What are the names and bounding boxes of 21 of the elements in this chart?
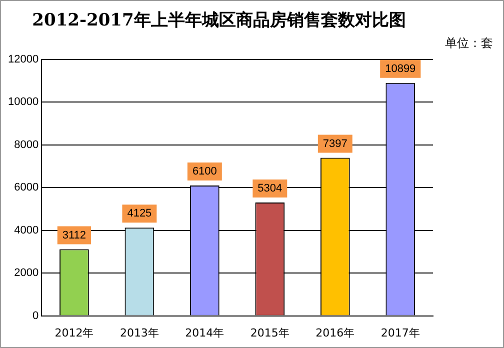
x-tick-label: 2012年 bbox=[54, 326, 94, 340]
x-tick-label: 2016年 bbox=[316, 326, 355, 340]
data-label: 4125 bbox=[127, 208, 152, 220]
y-tick-label: 4000 bbox=[14, 224, 39, 236]
text: 单位：套 bbox=[445, 36, 493, 50]
y-tick-label: 8000 bbox=[14, 138, 39, 151]
y-tick-label: 10000 bbox=[8, 96, 39, 108]
x-tick-label: 2014年 bbox=[185, 326, 224, 340]
data-label: 7397 bbox=[322, 138, 348, 150]
data-label: 5304 bbox=[258, 182, 282, 194]
x-tick-label: 2013年 bbox=[120, 326, 159, 340]
y-tick-label: 12000 bbox=[8, 53, 39, 66]
data-label: 6100 bbox=[192, 165, 217, 178]
y-tick-label: 2000 bbox=[14, 267, 39, 280]
data-label: 3112 bbox=[62, 229, 86, 242]
x-tick-label: 2017年 bbox=[380, 326, 420, 340]
y-tick-label: 6000 bbox=[14, 182, 39, 194]
chart-title: 2012-2017年上半年城区商品房销售套数对比图 bbox=[32, 10, 406, 31]
data-label: 10899 bbox=[385, 62, 416, 75]
y-tick-label: 0 bbox=[32, 310, 39, 322]
x-tick-label: 2015年 bbox=[250, 326, 290, 340]
